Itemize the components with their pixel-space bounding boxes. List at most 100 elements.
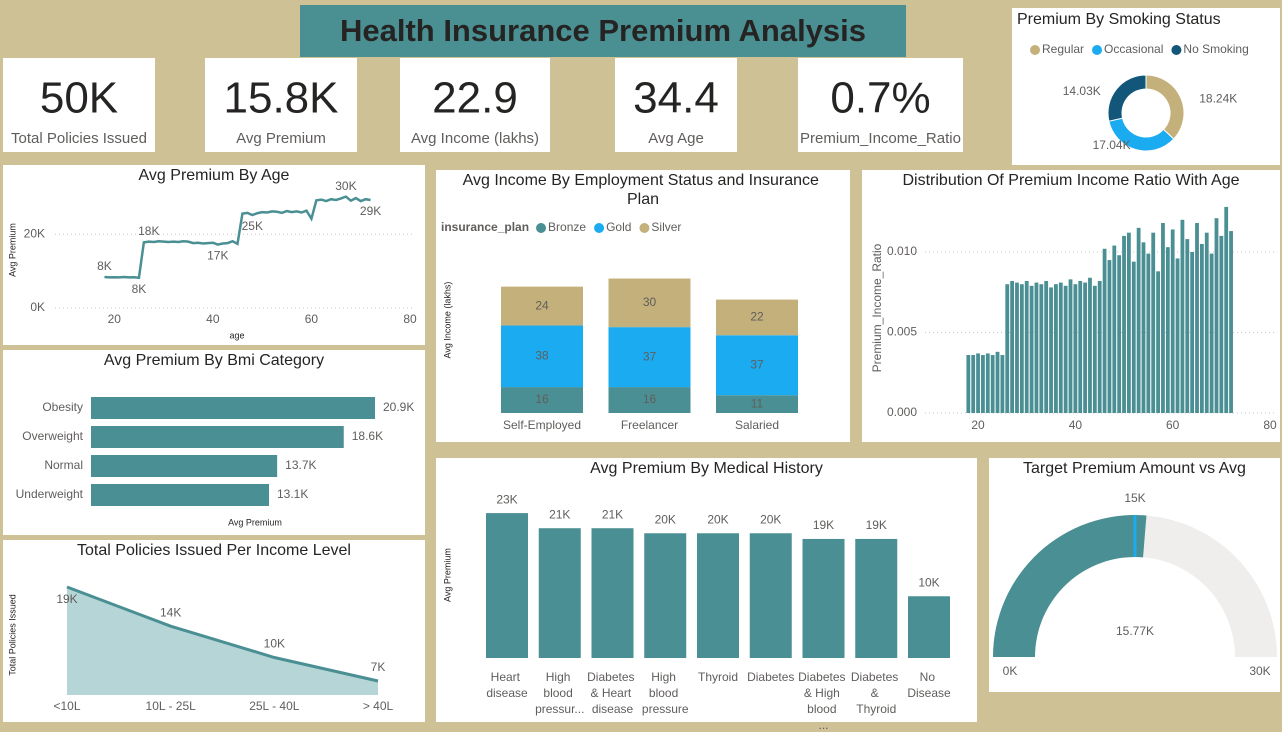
bar: [976, 353, 980, 413]
bar: [1049, 287, 1053, 413]
bar: [591, 528, 634, 658]
legend-label: Silver: [651, 220, 681, 234]
bar: [1126, 232, 1131, 413]
text-line: &: [871, 686, 882, 700]
text-line: & Heart: [590, 686, 634, 700]
text-line: blood: [807, 702, 840, 716]
line-series: [104, 195, 371, 280]
bar-segment: [716, 335, 798, 396]
data-label: 19K: [813, 518, 834, 532]
x-tick-label: 40: [1069, 418, 1083, 432]
kpi-card: [400, 58, 550, 152]
kpi-value: 50K: [40, 74, 118, 123]
bar: [1034, 282, 1039, 413]
data-label: 30: [643, 295, 657, 309]
text-line: High: [546, 670, 574, 684]
chart-title: Premium By Smoking Status: [1017, 11, 1221, 28]
bar: [1078, 280, 1083, 413]
bar: [749, 533, 792, 658]
bar: [91, 455, 278, 477]
data-label: 18.6K: [352, 429, 383, 443]
chart-title: Avg Income By Employment Status and Insu…: [463, 172, 824, 208]
data-label: 20.9K: [383, 400, 414, 414]
x-tick-label: Self-Employed: [503, 418, 581, 432]
bar: [985, 353, 990, 413]
data-label: 11: [751, 396, 764, 410]
chart-title: Avg Premium By Bmi Category: [104, 352, 324, 369]
bar: [1180, 219, 1185, 413]
kpi-label: Total Policies Issued: [11, 130, 147, 147]
y-tick-label: Overweight: [22, 429, 83, 443]
kpi-card: [615, 58, 737, 152]
data-label: 8K: [132, 282, 147, 296]
bar: [1199, 243, 1204, 413]
y-tick-label: 20K: [24, 226, 45, 240]
kpi-card: [205, 58, 357, 152]
panel: [3, 165, 425, 345]
bar: [802, 538, 845, 658]
legend-marker: [594, 223, 605, 233]
text-line: Avg Premium By Age: [139, 167, 290, 184]
data-label: 18K: [138, 224, 159, 238]
bar: [1058, 282, 1063, 413]
x-tick-label: 60: [305, 312, 319, 326]
legend-marker: [1171, 45, 1182, 55]
bar: [1131, 261, 1136, 413]
data-label: 19K: [56, 592, 77, 606]
x-tick-label: Salaried: [735, 418, 779, 432]
bar-segment: [608, 327, 691, 388]
bar: [644, 533, 687, 658]
x-tick-label: Diabetes & High blood ...: [798, 670, 849, 732]
gauge-value-label: 15.77K: [1116, 624, 1154, 638]
legend-marker: [1030, 45, 1040, 55]
x-tick-label: > 40L: [363, 699, 394, 713]
bar: [1161, 223, 1165, 413]
bar: [1175, 258, 1180, 413]
bar: [1083, 282, 1088, 413]
x-axis-title: age: [229, 330, 244, 340]
data-label: 30K: [335, 179, 356, 193]
data-label: 21K: [602, 507, 623, 521]
y-tick-label: Obesity: [42, 400, 83, 414]
bar: [1190, 252, 1195, 413]
y-axis-title: Avg Income (lakhs): [442, 282, 452, 359]
x-tick-label: 10L - 25L: [146, 699, 197, 713]
text-line: Thyroid: [698, 670, 738, 684]
bar: [1073, 284, 1078, 413]
bar: [486, 513, 528, 658]
kpi-card: [798, 58, 963, 152]
text-line: Avg Premium By Medical History: [590, 460, 823, 477]
bar: [971, 355, 976, 413]
text-line: blood: [543, 686, 576, 700]
data-label: 10K: [264, 637, 285, 651]
y-tick-label: 0.000: [887, 405, 917, 419]
bar: [981, 355, 985, 413]
text-line: No: [920, 670, 939, 684]
legend-label: No Smoking: [1183, 42, 1248, 56]
data-label: 25K: [242, 219, 263, 233]
text-line: Distribution Of Premium Income Ratio Wit…: [902, 172, 1239, 189]
data-label: 37: [643, 349, 657, 363]
legend-label: Gold: [606, 220, 631, 234]
bar: [1029, 285, 1034, 413]
legend-label: Occasional: [1104, 42, 1163, 56]
data-label: 22: [750, 310, 764, 324]
bar: [1112, 245, 1117, 413]
target-label: 15K: [1124, 491, 1145, 505]
bar: [908, 596, 950, 658]
bar: [91, 426, 344, 448]
bar: [1214, 218, 1219, 413]
y-tick-label: 0.005: [887, 325, 917, 339]
data-label: 23K: [496, 492, 517, 506]
bar: [1146, 253, 1151, 413]
text-line: Avg Premium By Bmi Category: [104, 352, 324, 369]
data-label: 20K: [707, 512, 728, 526]
data-label: 38: [535, 348, 549, 362]
bar: [1015, 282, 1019, 413]
x-tick-label: Heart disease: [486, 670, 528, 700]
text-line: pressur...: [535, 702, 584, 716]
bar-segment: [716, 395, 798, 413]
data-label: 21K: [549, 507, 570, 521]
bar: [1092, 285, 1097, 413]
